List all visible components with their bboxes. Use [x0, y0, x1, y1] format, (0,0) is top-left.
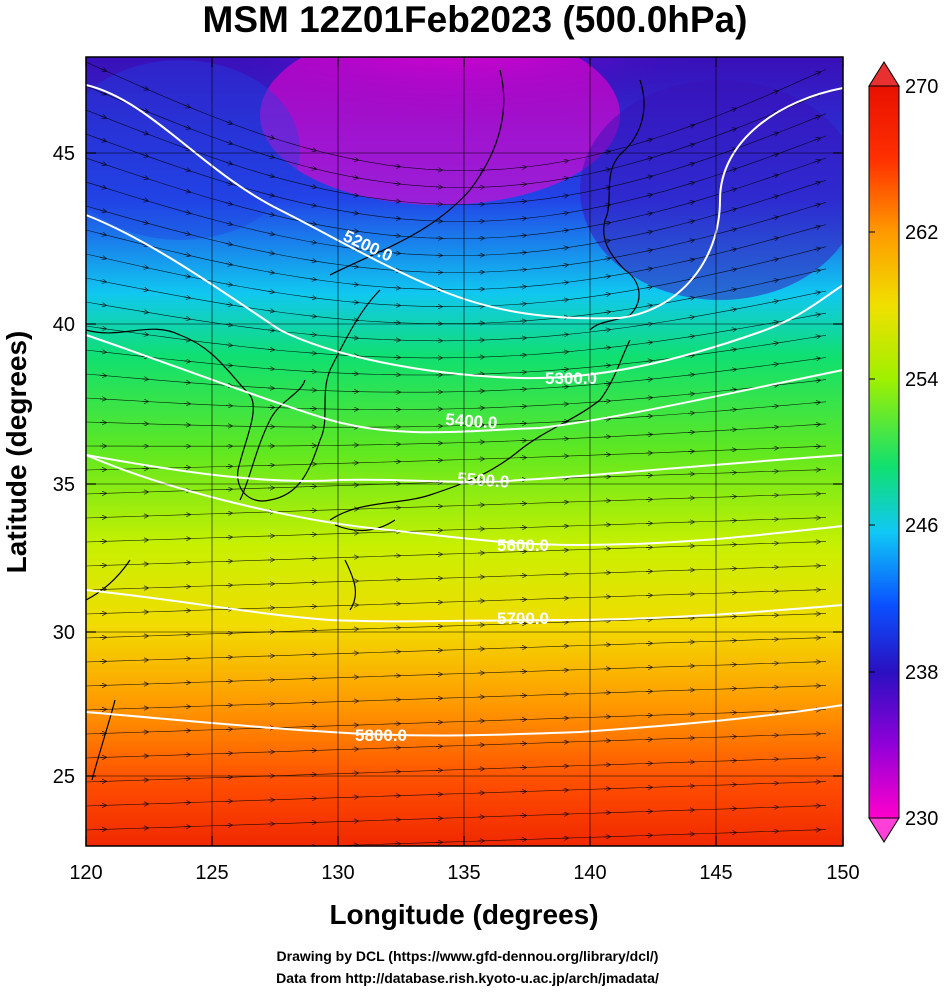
x-tick-label: 135: [447, 862, 480, 884]
x-axis-title: Longitude (degrees): [329, 899, 598, 930]
contour-label-5500: 5500.0: [457, 469, 510, 492]
colorbar-label: 246: [905, 515, 938, 537]
y-axis-title: Latitude (degrees): [1, 331, 32, 574]
colorbar-label: 254: [905, 369, 938, 391]
y-tick-label: 40: [53, 314, 75, 336]
y-tick-label: 25: [53, 766, 75, 788]
contour-label-5700: 5700.0: [497, 609, 549, 628]
x-tick-label: 150: [826, 862, 859, 884]
contour-label-5300: 5300.0: [545, 369, 597, 388]
contour-label-5400: 5400.0: [445, 410, 498, 433]
map-title: MSM 12Z01Feb2023 (500.0hPa): [202, 0, 748, 40]
wind-streamlines: [86, 61, 827, 846]
credit-drawing: Drawing by DCL (https://www.gfd-dennou.o…: [276, 948, 659, 964]
credit-data: Data from http://database.rish.kyoto-u.a…: [276, 970, 659, 986]
x-tick-label: 140: [573, 862, 606, 884]
colorbar-upper-arrow: [868, 61, 900, 87]
axis-ticks: [85, 57, 844, 846]
gridlines: [86, 57, 843, 846]
colorbar-label: 270: [905, 76, 938, 98]
colorbar-gradient: [868, 85, 900, 819]
colorbar-label: 230: [905, 808, 938, 830]
y-tick-label: 35: [53, 474, 75, 496]
y-tick-label: 30: [53, 622, 75, 644]
x-axis: 120 125 130 135 140 145 150: [69, 862, 859, 884]
contour-label-5800: 5800.0: [355, 726, 407, 745]
x-tick-label: 130: [321, 862, 354, 884]
y-axis: 25 30 35 40 45: [53, 143, 75, 788]
colorbar-lower-arrow: [868, 817, 900, 843]
x-tick-label: 125: [195, 862, 228, 884]
coastlines: [86, 69, 645, 781]
colorbar-label: 238: [905, 662, 938, 684]
x-tick-label: 145: [699, 862, 732, 884]
contour-label-5600: 5600.0: [497, 536, 549, 555]
y-tick-label: 45: [53, 143, 75, 165]
x-tick-label: 120: [69, 862, 102, 884]
colorbar: 270 262 254 246 238 230: [868, 61, 938, 843]
colorbar-label: 262: [905, 222, 938, 244]
height-contours: [85, 84, 844, 737]
